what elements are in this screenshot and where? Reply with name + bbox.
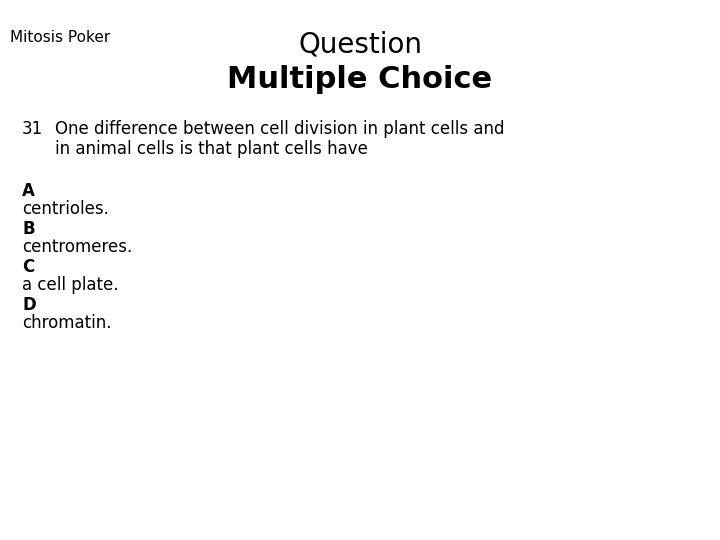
Text: Multiple Choice: Multiple Choice bbox=[228, 65, 492, 94]
Text: One difference between cell division in plant cells and: One difference between cell division in … bbox=[55, 120, 505, 138]
Text: centrioles.: centrioles. bbox=[22, 200, 109, 218]
Text: centromeres.: centromeres. bbox=[22, 238, 132, 256]
Text: chromatin.: chromatin. bbox=[22, 314, 112, 332]
Text: D: D bbox=[22, 296, 36, 314]
Text: Question: Question bbox=[298, 30, 422, 58]
Text: B: B bbox=[22, 220, 35, 238]
Text: 31: 31 bbox=[22, 120, 43, 138]
Text: a cell plate.: a cell plate. bbox=[22, 276, 119, 294]
Text: in animal cells is that plant cells have: in animal cells is that plant cells have bbox=[55, 140, 368, 158]
Text: C: C bbox=[22, 258, 35, 276]
Text: Mitosis Poker: Mitosis Poker bbox=[10, 30, 110, 45]
Text: A: A bbox=[22, 182, 35, 200]
